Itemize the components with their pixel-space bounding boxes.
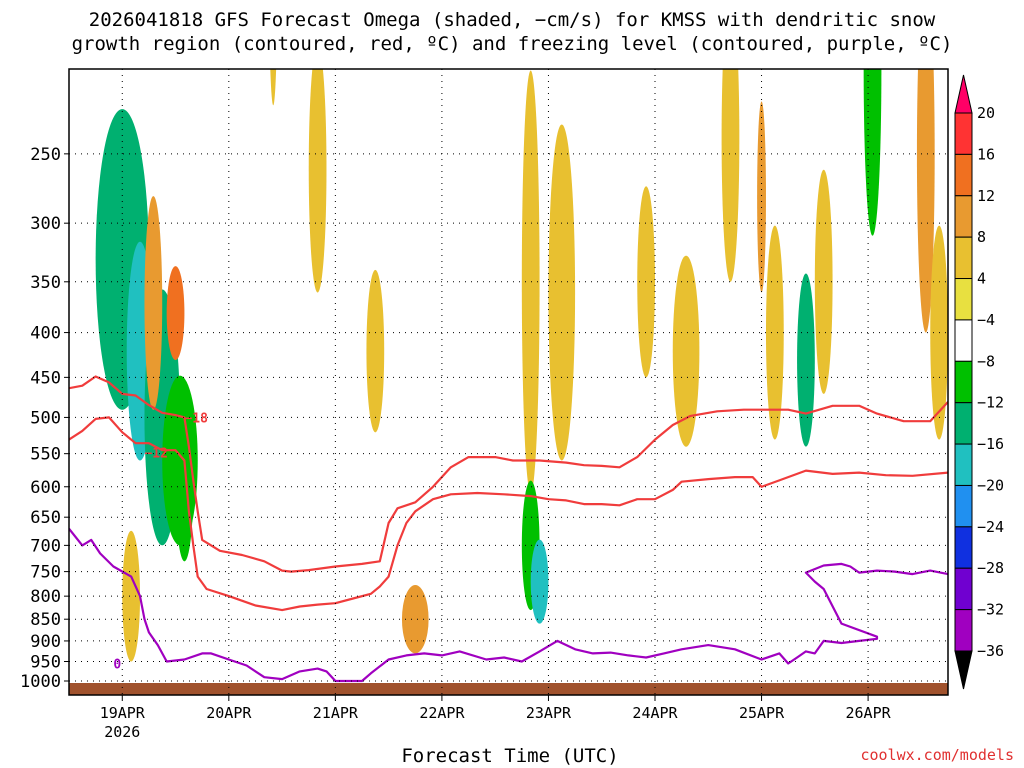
colorbar-label-5: −4 xyxy=(977,311,995,329)
y-tick-label-750: 750 xyxy=(30,563,61,583)
colorbar-label-12: −32 xyxy=(977,601,1004,619)
colorbar-top-arrow xyxy=(954,74,973,114)
colorbar-segment-10 xyxy=(954,526,973,569)
colorbar-segment-1 xyxy=(954,153,973,197)
omega-shading-blob-7 xyxy=(175,412,194,562)
omega-shading-blob-13 xyxy=(499,69,518,236)
colorbar-segment-5 xyxy=(954,319,973,362)
omega-shading-blob-25 xyxy=(814,169,833,394)
colorbar-label-2: 12 xyxy=(977,187,995,205)
y-tick-label-950: 950 xyxy=(30,652,61,672)
colorbar-segment-7 xyxy=(954,402,973,445)
x-tick-sublabel-year: 2026 xyxy=(104,723,140,741)
colorbar-bottom-arrow xyxy=(954,650,973,690)
colorbar-label-6: −8 xyxy=(977,352,995,370)
omega-shading-blob-20 xyxy=(672,255,700,447)
omega-shading-blob-4 xyxy=(144,196,163,410)
y-tick-label-650: 650 xyxy=(30,508,61,528)
omega-shading-blob-26 xyxy=(863,69,882,236)
omega-shading-blob-27 xyxy=(916,69,935,333)
omega-shading-blob-18 xyxy=(606,126,624,500)
x-tick-label-22APR: 22APR xyxy=(419,704,465,722)
omega-shading-blob-9 xyxy=(308,69,327,293)
contour-label-minus-12: −12 xyxy=(144,446,167,461)
contour-label-minus-18: −18 xyxy=(184,411,208,426)
y-tick-label-400: 400 xyxy=(30,324,61,344)
x-tick-label-21APR: 21APR xyxy=(313,704,359,722)
credit-link[interactable]: coolwx.com/models xyxy=(860,746,1014,764)
colorbar-segment-4 xyxy=(954,278,973,321)
omega-shading-blob-19 xyxy=(637,186,655,378)
omega-shading-blob-24 xyxy=(797,273,815,447)
colorbar-label-13: −36 xyxy=(977,642,1004,660)
x-tick-label-23APR: 23APR xyxy=(526,704,572,722)
x-tick-label-19APR: 19APR xyxy=(100,704,146,722)
colorbar-label-0: 20 xyxy=(977,104,995,122)
contour-minus-12 xyxy=(69,416,948,612)
x-tick-label-26APR: 26APR xyxy=(846,704,892,722)
contour-minus-18 xyxy=(69,375,948,573)
omega-shading-blob-21 xyxy=(721,69,740,282)
colorbar-label-11: −28 xyxy=(977,559,1004,577)
x-tick-label-25APR: 25APR xyxy=(739,704,785,722)
colorbar-segment-9 xyxy=(954,484,973,528)
omega-shading-blob-23 xyxy=(765,225,784,440)
chart-title-line-2: growth region (contoured, red, ºC) and f… xyxy=(71,33,953,55)
omega-shading-blob-5 xyxy=(166,266,185,361)
omega-shading-blob-14 xyxy=(521,70,540,494)
y-tick-label-700: 700 xyxy=(30,536,61,556)
colorbar-label-8: −16 xyxy=(977,435,1004,453)
y-tick-label-800: 800 xyxy=(30,587,61,607)
y-tick-label-350: 350 xyxy=(30,273,61,293)
colorbar-segment-11 xyxy=(954,567,973,611)
plot-frame xyxy=(68,68,949,696)
y-tick-label-1000: 1000 xyxy=(20,672,61,692)
y-tick-label-550: 550 xyxy=(30,445,61,465)
colorbar-label-4: 4 xyxy=(977,270,986,288)
colorbar-label-10: −24 xyxy=(977,518,1004,536)
omega-shading-blob-17 xyxy=(530,539,549,624)
omega-shading-blob-15 xyxy=(548,124,576,461)
omega-shading-blob-11 xyxy=(419,113,429,333)
colorbar-segment-2 xyxy=(954,195,973,238)
y-tick-label-250: 250 xyxy=(30,145,61,165)
colorbar-segment-8 xyxy=(954,443,973,486)
contour-label-freezing-level: 0 xyxy=(113,657,121,672)
colorbar-label-7: −12 xyxy=(977,394,1004,412)
chart-title-line-1: 2026041818 GFS Forecast Omega (shaded, −… xyxy=(88,9,936,31)
omega-shading-blob-6 xyxy=(122,530,141,662)
omega-shading-blob-10 xyxy=(366,269,385,433)
colorbar-label-1: 16 xyxy=(977,145,995,163)
colorbar-segment-12 xyxy=(954,609,973,652)
colorbar-label-9: −20 xyxy=(977,476,1004,494)
contour-freezing-level xyxy=(69,528,948,683)
x-tick-label-20APR: 20APR xyxy=(206,704,252,722)
colorbar-label-3: 8 xyxy=(977,228,986,246)
colorbar-segment-6 xyxy=(954,360,973,404)
y-tick-label-600: 600 xyxy=(30,478,61,498)
omega-shading-blob-8 xyxy=(270,69,277,106)
ground-strip xyxy=(69,683,948,695)
y-tick-label-500: 500 xyxy=(30,408,61,428)
x-tick-label-24APR: 24APR xyxy=(632,704,678,722)
y-tick-label-300: 300 xyxy=(30,214,61,234)
y-tick-label-900: 900 xyxy=(30,632,61,652)
x-axis-title: Forecast Time (UTC) xyxy=(401,745,619,767)
y-tick-label-450: 450 xyxy=(30,368,61,388)
colorbar-segment-0 xyxy=(954,112,973,155)
colorbar-segment-3 xyxy=(954,236,973,280)
y-tick-label-850: 850 xyxy=(30,610,61,630)
omega-shading-blob-12 xyxy=(401,584,429,654)
omega-shading-blob-22 xyxy=(757,101,766,293)
